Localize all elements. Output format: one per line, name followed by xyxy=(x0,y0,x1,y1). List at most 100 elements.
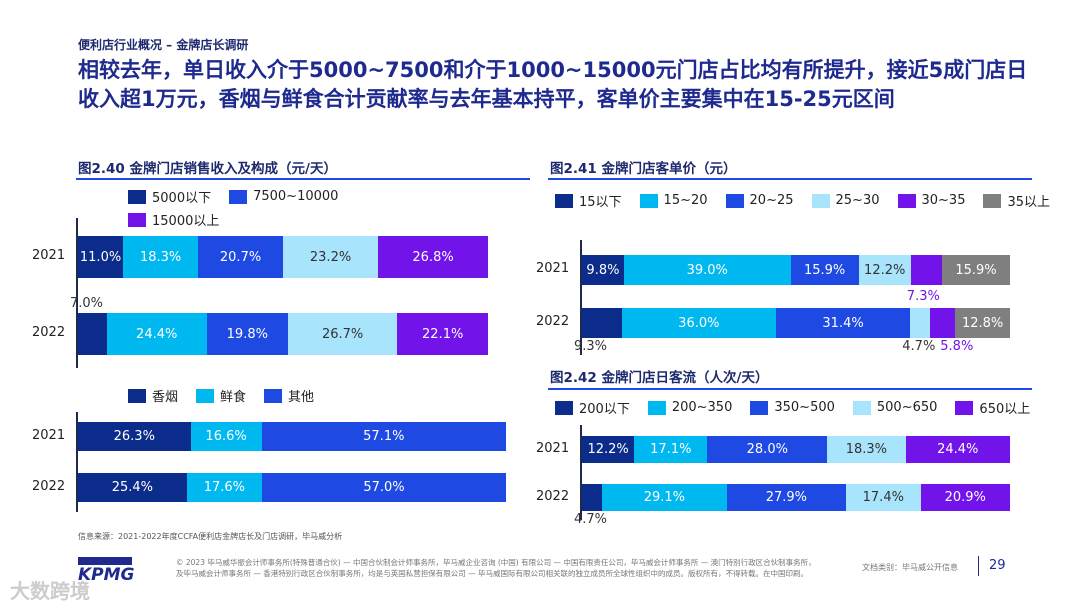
bar-row-2021: 12.2% 17.1% 28.0% 18.3% 24.4% xyxy=(582,436,1010,463)
watermark: 大数跨境 xyxy=(10,579,90,603)
category-label: 2021 xyxy=(536,440,570,456)
bar-row-2022: 9.3% 36.0% 31.4% 4.7% 5.8% 12.8% xyxy=(574,308,1010,354)
bar-segment: 18.3% xyxy=(827,436,906,463)
bar-segment: 22.1% xyxy=(397,313,488,355)
bar-segment: 12.8% xyxy=(955,308,1010,338)
legend-item: 35以上 xyxy=(983,191,1050,210)
legend-item: 15~20 xyxy=(639,191,708,210)
chart-title-2-42: 图2.42 金牌门店日客流（人次/天） xyxy=(550,370,769,386)
legend-item: 其他 xyxy=(264,386,314,405)
data-label: 15.9% xyxy=(955,262,997,278)
data-label: 9.8% xyxy=(586,262,620,278)
source-note: 信息来源：2021-2022年度CCFA便利店金牌店长及门店调研，毕马威分析 xyxy=(78,532,343,541)
legend-label: 500~650 xyxy=(876,400,938,415)
bar-segment: 57.1% xyxy=(261,422,506,451)
legend-item: 鲜食 xyxy=(196,386,246,405)
data-label: 18.3% xyxy=(845,442,888,457)
data-label: 11.0% xyxy=(79,249,122,265)
legend-item: 15以下 xyxy=(555,191,622,210)
bar-segment: 17.1% xyxy=(634,436,708,463)
legend-item: 30~35 xyxy=(897,191,965,210)
bar-segment: 24.4% xyxy=(106,313,207,355)
data-label: 20.7% xyxy=(219,249,262,265)
data-label: 4.7% xyxy=(902,339,936,354)
divider xyxy=(548,388,1032,390)
legend-swatch xyxy=(897,193,916,208)
category-label: 2022 xyxy=(536,314,570,329)
bar-segment: 24.4% xyxy=(905,436,1010,463)
data-label: 12.8% xyxy=(961,315,1004,331)
legend-label: 鲜食 xyxy=(220,390,247,405)
data-label: 36.0% xyxy=(678,315,720,331)
data-label: 20.9% xyxy=(944,490,986,505)
page-number: 29 xyxy=(989,558,1006,573)
data-label: 25.4% xyxy=(111,480,153,495)
legend-item: 7500~10000 xyxy=(229,187,338,206)
legal-text: © 2023 毕马威华振会计师事务所(特殊普通合伙) — 中国合伙制会计师事务所… xyxy=(176,558,816,578)
data-label: 19.8% xyxy=(226,326,268,342)
data-label: 17.6% xyxy=(203,480,246,495)
data-label: 57.0% xyxy=(363,480,405,495)
legend-item: 5000以下 xyxy=(128,187,211,206)
legend-label: 5000以下 xyxy=(152,191,212,206)
bar-segment: 19.8% xyxy=(206,313,288,355)
divider xyxy=(76,178,530,180)
legend-swatch xyxy=(852,400,871,415)
data-label: 24.4% xyxy=(937,442,979,457)
category-label: 2021 xyxy=(32,427,66,443)
legend-swatch xyxy=(229,189,248,204)
data-label: 57.1% xyxy=(363,429,405,444)
category-label: 2022 xyxy=(32,478,66,494)
legend-item: 香烟 xyxy=(128,386,178,405)
legend: 15以下 15~20 20~25 25~30 30~35 35以上 xyxy=(555,191,1055,210)
legend-label: 200以下 xyxy=(579,402,630,417)
bar-segment: 25.4% xyxy=(78,473,187,502)
bar-segment: 9.8% xyxy=(582,255,624,285)
category-label: 2021 xyxy=(32,248,66,263)
doc-class: 文档类别：毕马威公开信息 xyxy=(862,563,958,572)
bar-segment: 16.6% xyxy=(190,422,262,451)
bar-row-2021: 11.0% 18.3% 20.7% 23.2% 26.8% xyxy=(78,236,488,278)
legend-label: 7500~10000 xyxy=(253,189,339,204)
bar-row-2022: 25.4% 17.6% 57.0% xyxy=(78,473,506,502)
legend-swatch xyxy=(555,193,573,208)
bar-row-2022: 7.0% 24.4% 19.8% 26.7% 22.1% xyxy=(70,296,488,355)
bar-segment xyxy=(910,255,942,285)
bar-segment: 20.9% xyxy=(920,484,1010,511)
bar-segment: 36.0% xyxy=(621,308,776,338)
legend: 香烟 鲜食 其他 xyxy=(128,386,388,405)
data-label: 17.4% xyxy=(862,490,904,505)
legend: 200以下 200~350 350~500 500~650 650以上 xyxy=(555,398,1055,417)
legend-swatch xyxy=(128,388,146,403)
category-label: 2022 xyxy=(32,325,66,340)
breadcrumb: 便利店行业概况 – 金牌店长调研 xyxy=(78,38,249,52)
bar-segment: 39.0% xyxy=(623,255,791,285)
bar-segment: 29.1% xyxy=(602,484,727,511)
bar-segment: 18.3% xyxy=(123,236,199,278)
data-label: 24.4% xyxy=(136,326,178,342)
data-label: 23.2% xyxy=(309,249,352,265)
bar-row-2021: 9.8% 39.0% 15.9% 12.2% 7.3% 15.9% xyxy=(582,255,1010,304)
chart-revenue-composition: 2021 26.3% 16.6% 57.1% 2022 25.4% 17.6% 57.0% xyxy=(32,412,506,512)
legend-label: 15~20 xyxy=(663,193,708,208)
data-label: 7.0% xyxy=(70,296,104,311)
bar-segment: 20.7% xyxy=(198,236,283,278)
bar-segment xyxy=(78,313,107,355)
chart-title-2-41: 图2.41 金牌门店客单价（元） xyxy=(550,161,737,177)
legend-label: 25~30 xyxy=(835,193,880,208)
bar-segment: 17.6% xyxy=(186,473,263,502)
legend-swatch xyxy=(264,388,283,403)
data-label: 28.0% xyxy=(746,442,788,457)
legend-swatch xyxy=(725,193,744,208)
legend-item: 500~650 xyxy=(852,398,938,417)
legend-swatch xyxy=(983,193,1002,208)
legend-swatch xyxy=(555,400,573,415)
bar-segment xyxy=(910,308,931,338)
legend-item: 650以上 xyxy=(955,398,1030,417)
bar-segment: 17.4% xyxy=(846,484,921,511)
data-label: 4.7% xyxy=(574,512,608,527)
legend-label: 15000以上 xyxy=(152,214,220,229)
data-label: 5.8% xyxy=(940,339,974,354)
bar-segment xyxy=(582,484,603,511)
